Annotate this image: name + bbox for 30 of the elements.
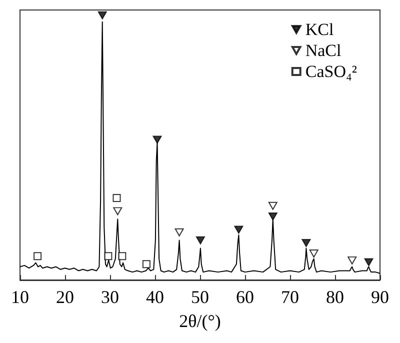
x-tick-label: 10 bbox=[11, 287, 29, 307]
point bbox=[234, 226, 244, 234]
x-axis-title: 2θ/(°) bbox=[179, 311, 221, 331]
point bbox=[34, 252, 42, 260]
x-tick-label: 80 bbox=[326, 287, 344, 307]
point bbox=[348, 256, 357, 264]
legend-label: CaSO₄² bbox=[305, 62, 357, 81]
x-tick-label: 60 bbox=[236, 287, 254, 307]
point bbox=[364, 258, 374, 266]
point bbox=[98, 11, 107, 20]
x-tick-label: 40 bbox=[146, 287, 164, 307]
x-tick-label: 90 bbox=[371, 287, 389, 307]
point bbox=[302, 238, 311, 247]
legend-label: NaCl bbox=[305, 41, 342, 60]
point bbox=[196, 236, 205, 244]
x-tick-label: 30 bbox=[101, 287, 119, 307]
point bbox=[268, 202, 278, 210]
point bbox=[174, 228, 184, 236]
x-tick-label: 50 bbox=[191, 287, 209, 307]
x-tick-label: 70 bbox=[281, 287, 299, 307]
point bbox=[152, 136, 162, 144]
point bbox=[118, 252, 126, 260]
x-tick-label: 20 bbox=[56, 287, 74, 307]
point bbox=[309, 250, 318, 258]
point bbox=[268, 212, 278, 220]
legend-label: KCl bbox=[305, 20, 334, 39]
point bbox=[104, 252, 112, 260]
point bbox=[113, 207, 122, 216]
point bbox=[112, 194, 121, 202]
point bbox=[142, 260, 150, 268]
